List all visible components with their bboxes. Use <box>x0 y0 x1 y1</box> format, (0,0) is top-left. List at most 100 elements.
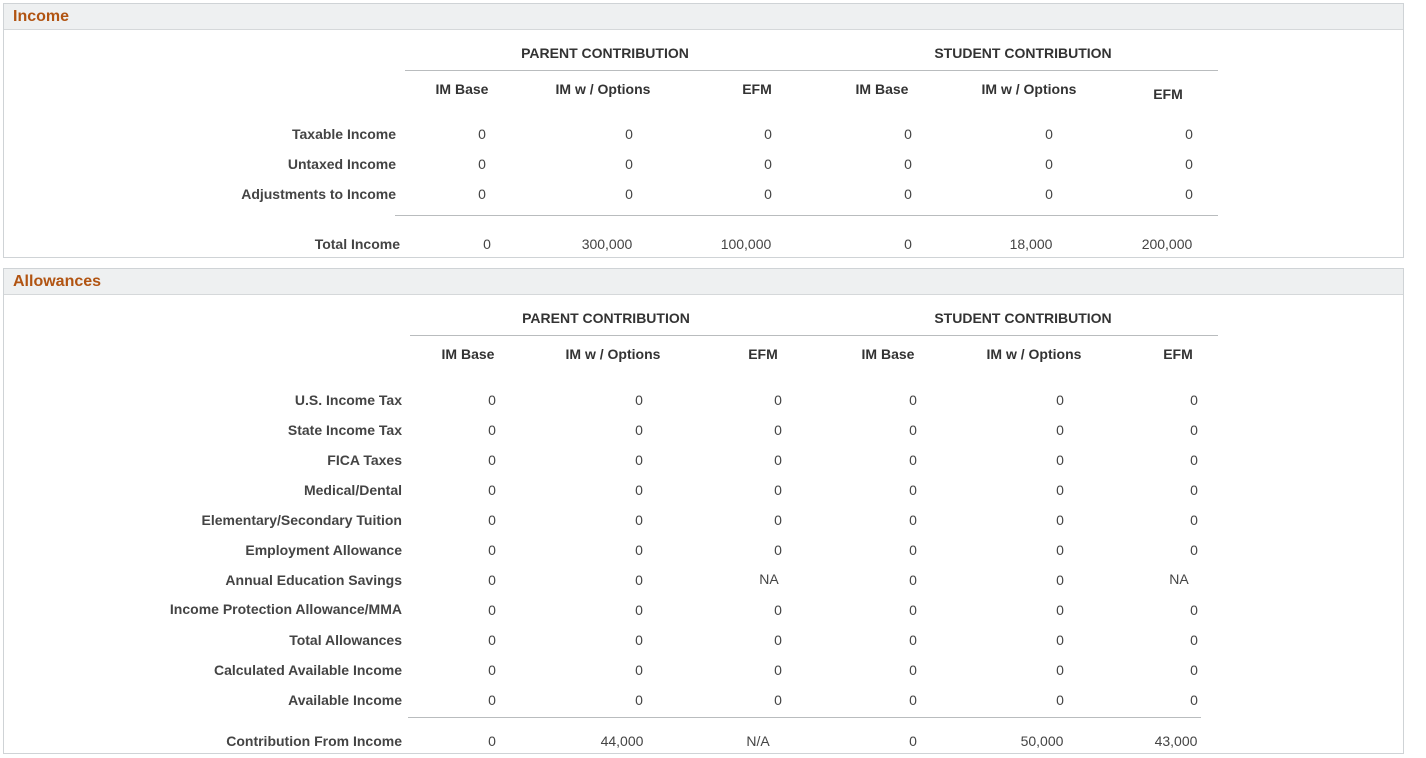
table-cell: 0 <box>635 572 643 588</box>
table-cell: 0 <box>478 126 486 142</box>
total-income-cell: 200,000 <box>1141 236 1193 252</box>
table-cell: 0 <box>909 482 917 498</box>
table-cell: 0 <box>774 392 782 408</box>
table-cell: 0 <box>625 156 633 172</box>
row-label: Income Protection Allowance/MMA <box>169 601 402 617</box>
table-cell: 0 <box>635 482 643 498</box>
table-cell: 0 <box>488 512 496 528</box>
table-cell: 0 <box>1190 692 1198 708</box>
table-cell: 0 <box>1056 542 1064 558</box>
table-cell: 0 <box>1056 392 1064 408</box>
row-label: FICA Taxes <box>327 452 402 468</box>
total-income-cell: 0 <box>904 236 912 252</box>
table-cell: 0 <box>1056 452 1064 468</box>
table-cell: 0 <box>774 662 782 678</box>
row-label: Available Income <box>288 692 402 708</box>
parent-contribution-heading: PARENT CONTRIBUTION <box>521 45 689 61</box>
table-cell: 0 <box>1056 422 1064 438</box>
column-header-student-efm: EFM <box>1163 346 1193 362</box>
table-cell: 0 <box>488 572 496 588</box>
table-cell: 0 <box>478 156 486 172</box>
table-cell: 0 <box>1185 186 1193 202</box>
table-cell: 0 <box>488 422 496 438</box>
table-cell: 0 <box>1056 602 1064 618</box>
table-cell: 0 <box>1056 482 1064 498</box>
table-cell: 0 <box>635 662 643 678</box>
table-cell: 0 <box>488 482 496 498</box>
table-cell: 0 <box>774 542 782 558</box>
column-header-parent-efm: EFM <box>742 81 772 97</box>
table-cell: 0 <box>774 512 782 528</box>
allowances-section-title: Allowances <box>13 273 102 290</box>
table-cell: 0 <box>635 692 643 708</box>
column-header-student-im-options: IM w / Options <box>986 346 1082 362</box>
column-header-parent-efm: EFM <box>748 346 778 362</box>
table-cell: 0 <box>625 186 633 202</box>
table-cell: 0 <box>774 452 782 468</box>
student-contribution-heading: STUDENT CONTRIBUTION <box>934 45 1112 61</box>
table-cell: 0 <box>488 602 496 618</box>
row-label: Taxable Income <box>291 126 396 142</box>
table-cell: 0 <box>764 126 772 142</box>
income-section: Income PARENT CONTRIBUTION STUDENT CONTR… <box>3 3 1404 258</box>
contribution-from-income-cell: 0 <box>488 733 496 749</box>
column-header-student-im-base: IM Base <box>855 81 909 97</box>
column-header-student-im-base: IM Base <box>861 346 915 362</box>
column-header-student-im-options: IM w / Options <box>981 81 1077 97</box>
row-label: Annual Education Savings <box>225 572 402 588</box>
total-income-cell: 0 <box>483 236 491 252</box>
column-header-parent-im-options: IM w / Options <box>555 81 651 97</box>
total-income-label: Total Income <box>314 236 400 252</box>
contribution-from-income-cell: 43,000 <box>1154 733 1198 749</box>
table-cell: 0 <box>909 632 917 648</box>
allowances-section: Allowances PARENT CONTRIBUTION STUDENT C… <box>3 268 1404 754</box>
row-label: Adjustments to Income <box>241 186 396 202</box>
table-cell: 0 <box>488 392 496 408</box>
total-income-cell: 100,000 <box>720 236 772 252</box>
table-cell: 0 <box>909 662 917 678</box>
table-cell: 0 <box>1190 632 1198 648</box>
table-cell: 0 <box>635 452 643 468</box>
table-cell: 0 <box>1045 126 1053 142</box>
table-cell: 0 <box>635 602 643 618</box>
table-cell: 0 <box>904 156 912 172</box>
table-cell: 0 <box>635 632 643 648</box>
total-divider <box>395 215 1218 216</box>
table-cell: 0 <box>635 422 643 438</box>
table-cell: 0 <box>909 392 917 408</box>
row-label: Untaxed Income <box>287 156 396 172</box>
table-cell: 0 <box>1190 392 1198 408</box>
table-cell: 0 <box>909 572 917 588</box>
row-label: State Income Tax <box>287 422 402 438</box>
table-cell: 0 <box>488 632 496 648</box>
header-divider <box>410 335 1218 336</box>
table-cell: 0 <box>774 692 782 708</box>
table-cell: 0 <box>635 512 643 528</box>
table-cell: 0 <box>764 186 772 202</box>
table-cell: 0 <box>909 452 917 468</box>
row-label: Elementary/Secondary Tuition <box>201 512 402 528</box>
table-cell: 0 <box>774 602 782 618</box>
column-header-student-efm: EFM <box>1153 86 1183 102</box>
table-cell: 0 <box>909 512 917 528</box>
income-section-header: Income <box>4 4 1403 30</box>
table-cell: 0 <box>488 452 496 468</box>
table-cell: 0 <box>774 632 782 648</box>
allowances-section-header: Allowances <box>4 269 1403 295</box>
table-cell: 0 <box>1056 512 1064 528</box>
total-income-cell: 300,000 <box>581 236 633 252</box>
table-cell: 0 <box>1190 512 1198 528</box>
row-label: U.S. Income Tax <box>294 392 402 408</box>
contribution-from-income-label: Contribution From Income <box>226 733 402 749</box>
table-cell: 0 <box>1056 692 1064 708</box>
row-label: Employment Allowance <box>245 542 402 558</box>
table-cell: 0 <box>909 542 917 558</box>
row-label: Calculated Available Income <box>213 662 402 678</box>
column-header-parent-im-base: IM Base <box>435 81 489 97</box>
student-contribution-heading: STUDENT CONTRIBUTION <box>934 310 1112 326</box>
table-cell: 0 <box>1045 156 1053 172</box>
column-header-parent-im-options: IM w / Options <box>565 346 661 362</box>
row-label: Total Allowances <box>289 632 402 648</box>
total-divider <box>408 717 1201 718</box>
table-cell: 0 <box>488 662 496 678</box>
